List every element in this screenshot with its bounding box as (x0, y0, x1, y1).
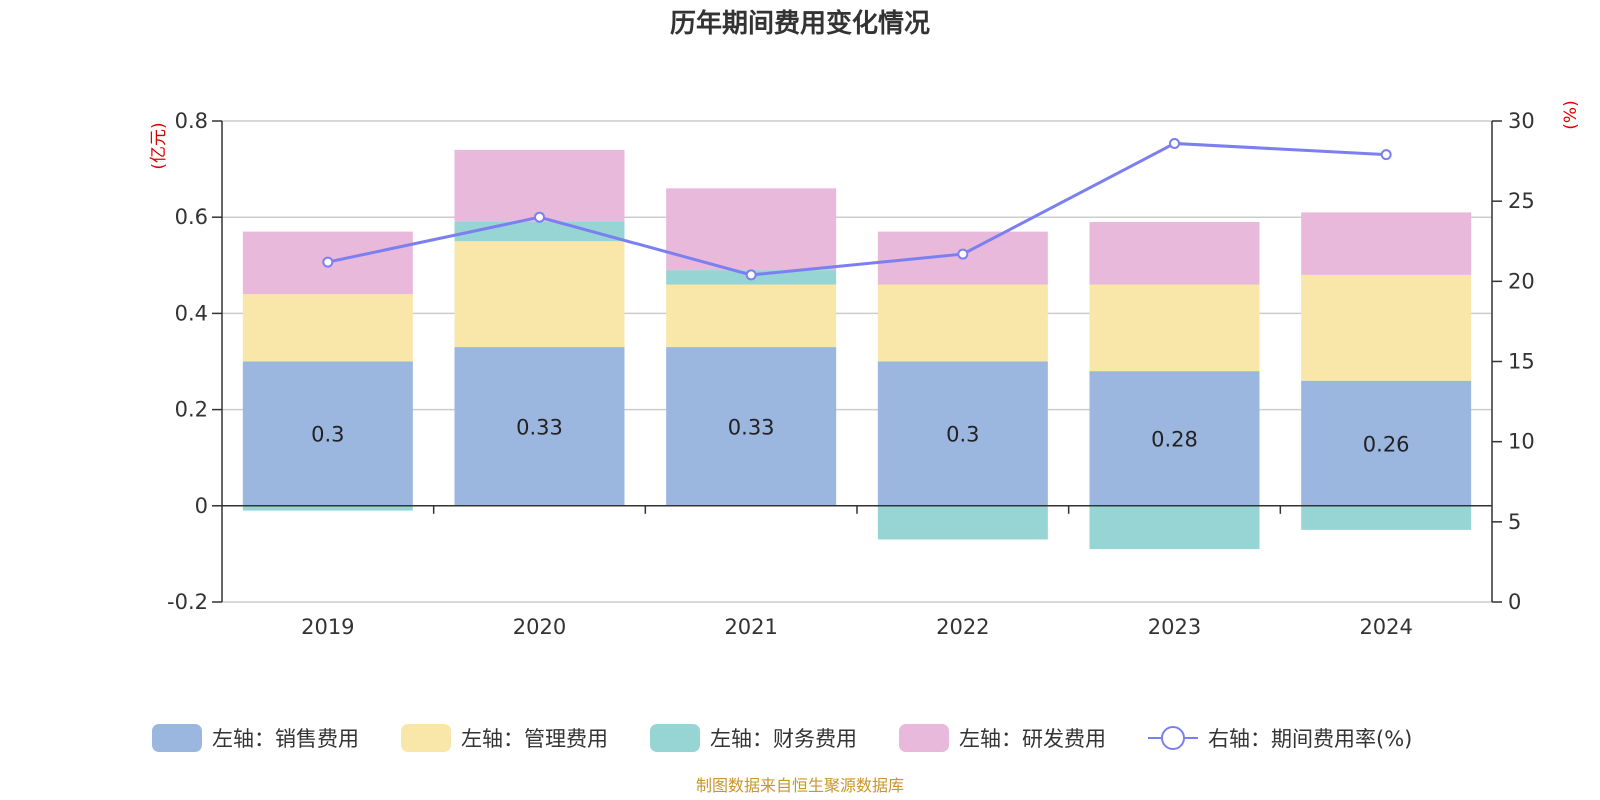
bar-segment (242, 294, 413, 362)
bar-value-label: 0.33 (728, 415, 775, 439)
gridlines (222, 120, 1492, 603)
bar-value-label: 0.33 (516, 415, 563, 439)
legend-swatch (152, 724, 202, 752)
legend-line-marker (1161, 726, 1185, 750)
bar-value-label: 0.3 (946, 423, 979, 447)
right-axis-tick-label: 5 (1508, 510, 1521, 534)
right-axis-tick-label: 20 (1508, 269, 1535, 293)
legend-label: 左轴：销售费用 (212, 727, 359, 751)
chart-title: 历年期间费用变化情况 (670, 8, 930, 39)
rate-point (745, 269, 757, 281)
bar-segment (1089, 284, 1260, 372)
bar-value-label: 0.28 (1151, 427, 1198, 451)
right-axis-tick-label: 15 (1508, 350, 1535, 374)
bar-value-label: 0.26 (1363, 432, 1410, 456)
left-axis-tick-label: 0.8 (175, 109, 208, 133)
legend: 左轴：销售费用 左轴：管理费用 左轴：财务费用 左轴：研发费用 右轴：期间费用率(%) (152, 724, 1412, 752)
right-axis-tick-label: 10 (1508, 430, 1535, 454)
x-axis-tick-label: 2023 (1148, 615, 1201, 639)
bar-segment (1089, 505, 1260, 550)
bar-segment (666, 284, 837, 348)
right-axis-unit: (%) (1561, 100, 1581, 129)
bar-segment (1301, 380, 1472, 506)
bar-segment (1089, 371, 1260, 506)
legend-swatch (899, 724, 949, 752)
legend-label: 右轴：期间费用率(%) (1208, 727, 1412, 751)
right-axis-tick-label: 0 (1508, 590, 1521, 614)
left-axis-tick-label: 0 (195, 494, 208, 518)
x-axis-tick-label: 2022 (936, 615, 989, 639)
x-axis-tick-label: 2021 (724, 615, 777, 639)
left-axis-tick-label: 0.6 (175, 205, 208, 229)
legend-label: 左轴：管理费用 (461, 727, 608, 751)
bar-value-label: 0.3 (311, 423, 344, 447)
x-axis-tick-label: 2024 (1359, 615, 1412, 639)
rate-point (957, 248, 969, 260)
rate-point (322, 256, 334, 268)
right-axis-tick-label: 25 (1508, 189, 1535, 213)
left-axis-tick-label: 0.2 (175, 398, 208, 422)
bar-segment (242, 361, 413, 506)
left-axis-tick-label: 0.4 (175, 301, 208, 325)
right-axis-tick-label: 30 (1508, 109, 1535, 133)
legend-swatch (401, 724, 451, 752)
bar-segment (877, 505, 1048, 540)
rate-line (322, 137, 1392, 281)
bar-segment (1089, 222, 1260, 285)
rate-point (1380, 149, 1392, 161)
bar-segment (666, 188, 837, 271)
bar-segment (454, 241, 625, 348)
x-axis-tick-label: 2019 (301, 615, 354, 639)
bar-segment (877, 361, 1048, 506)
bar-segment (666, 347, 837, 506)
rate-point (534, 211, 545, 223)
x-axis-tick-label: 2020 (513, 615, 566, 639)
bar-segment (877, 284, 1048, 362)
bar-segment (1301, 274, 1472, 381)
left-axis-tick-label: -0.2 (167, 590, 208, 614)
left-axis-unit: (亿元) (149, 122, 169, 169)
bar-segment (1301, 212, 1472, 275)
bar-segment (454, 222, 625, 242)
rate-point (1169, 137, 1180, 149)
rate-line-path (327, 141, 1387, 277)
bar-segment (1301, 505, 1472, 530)
legend-swatch (650, 724, 700, 752)
bar-segment (454, 347, 625, 506)
data-source-note: 制图数据来自恒生聚源数据库 (696, 776, 904, 795)
axes: -0.2 0 0.2 0.4 0.6 0.8 0 5 10 15 20 25 30 2019 2020 202… (167, 109, 1535, 639)
legend-label: 左轴：财务费用 (710, 727, 857, 751)
data-labels: 0.3 0.33 0.33 0.3 0.28 0.26 (311, 415, 1409, 456)
bar-segment (454, 149, 625, 223)
bar-segment (242, 505, 413, 511)
legend-label: 左轴：研发费用 (959, 727, 1106, 751)
bars (242, 149, 1472, 550)
